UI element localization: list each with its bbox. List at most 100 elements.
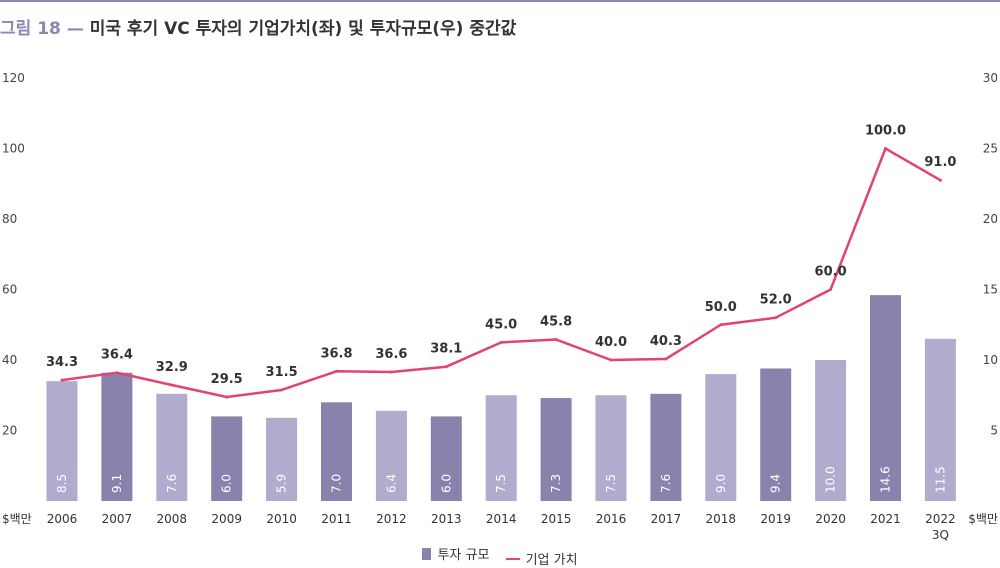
bar-value-label: 7.5: [494, 474, 508, 493]
bar: [815, 360, 847, 501]
bar-value-label: 11.5: [933, 466, 947, 493]
x-axis-tick: 2016: [596, 512, 627, 526]
x-axis-tick: 2006: [47, 512, 78, 526]
line-point: [60, 378, 64, 382]
left-axis-tick: 20: [2, 424, 17, 438]
x-axis-tick: 2012: [376, 512, 407, 526]
bar-value-label: 7.5: [604, 474, 618, 493]
line-point: [225, 395, 229, 399]
line-series-valuation: [61, 147, 942, 399]
line-point: [335, 369, 338, 373]
x-axis-tick: 2007: [102, 512, 133, 526]
line-value-label: 31.5: [266, 365, 298, 380]
line-value-label: 32.9: [156, 360, 188, 375]
line-point: [115, 371, 119, 375]
line-value-label: 100.0: [865, 124, 906, 139]
left-axis-unit: $백만: [2, 512, 32, 526]
x-axis-tick: 2013: [431, 512, 462, 526]
left-axis-tick: 100: [2, 142, 25, 156]
bar: [211, 416, 243, 501]
x-axis-tick: 2022 3Q: [925, 512, 956, 542]
top-rule: [0, 0, 1000, 2]
bar-value-label: 7.6: [165, 474, 179, 493]
x-axis-tick: 2015: [541, 512, 572, 526]
line-value-label: 29.5: [211, 372, 243, 387]
line-point: [774, 316, 778, 320]
bar-value-label: 7.6: [659, 474, 673, 493]
right-axis-tick: 30: [983, 71, 998, 85]
legend-line-label: 기업 가치: [525, 553, 578, 568]
bar-value-label: 9.0: [714, 474, 728, 493]
line-point: [719, 323, 723, 327]
right-axis-tick: 5: [990, 424, 998, 438]
bar-value-label: 6.0: [220, 474, 234, 493]
x-axis-tick: 2014: [486, 512, 517, 526]
left-axis-tick: 60: [2, 283, 17, 297]
right-axis-tick: 25: [983, 142, 998, 156]
bar-value-label: 7.3: [549, 474, 563, 493]
bar: [924, 338, 956, 501]
bar: [266, 417, 298, 501]
bar-value-label: 8.5: [55, 474, 69, 493]
bar: [650, 393, 682, 501]
figure-number: 그림 18: [0, 19, 61, 39]
bar: [595, 395, 627, 501]
title-dash: —: [66, 19, 84, 39]
line-value-label: 36.8: [320, 346, 352, 361]
legend-line-swatch: [505, 557, 520, 560]
line-point: [280, 388, 284, 392]
right-axis-tick: 15: [983, 283, 998, 297]
line-value-label: 45.8: [540, 315, 572, 330]
line-value-label: 50.0: [705, 300, 737, 315]
right-axis-unit: $백만: [968, 512, 998, 526]
line-point: [389, 370, 393, 374]
line-point: [554, 338, 558, 342]
line-value-label: 38.1: [430, 342, 462, 357]
bar-value-label: 14.6: [879, 466, 893, 493]
line-value-label: 36.6: [375, 347, 407, 362]
legend-bar-swatch: [422, 547, 432, 560]
left-axis-tick: 120: [2, 71, 25, 85]
line-value-label: 52.0: [760, 293, 792, 308]
legend-bar-label: 투자 규모: [437, 548, 490, 563]
x-axis-tick: 2019: [760, 512, 791, 526]
chart-title: 그림 18 — 미국 후기 VC 투자의 기업가치(좌) 및 투자규모(우) 중…: [0, 14, 516, 39]
left-axis-tick: 80: [2, 212, 17, 226]
line-point: [609, 358, 613, 362]
bar-value-label: 9.1: [110, 474, 124, 493]
bar: [430, 416, 462, 501]
bar: [321, 402, 352, 501]
line-point: [444, 365, 448, 369]
right-axis-tick: 20: [983, 212, 998, 226]
bar: [760, 368, 792, 501]
right-axis-tick: 10: [983, 353, 998, 367]
line-point: [829, 288, 833, 291]
x-axis-tick: 2018: [706, 512, 737, 526]
x-axis-tick: 2017: [651, 512, 682, 526]
bar-value-label: 7.0: [330, 474, 344, 493]
bar-value-label: 5.9: [275, 474, 289, 493]
line-value-label: 91.0: [924, 155, 956, 170]
bar: [485, 395, 517, 501]
bar: [101, 372, 133, 501]
line-value-label: 40.0: [595, 335, 627, 350]
x-axis-tick: 2010: [266, 512, 297, 526]
title-text: 미국 후기 VC 투자의 기업가치(좌) 및 투자규모(우) 중간값: [89, 19, 517, 39]
bar: [540, 398, 572, 501]
legend-item-line: 기업 가치: [505, 549, 578, 568]
x-axis-tick: 2011: [321, 512, 352, 526]
bar: [156, 393, 188, 501]
legend: 투자 규모 기업 가치: [0, 544, 1000, 568]
line-value-label: 60.0: [815, 265, 847, 280]
x-axis-tick: 2021: [870, 512, 901, 526]
left-axis-tick: 40: [2, 353, 17, 367]
bar: [375, 410, 407, 501]
bar-value-label: 10.0: [824, 466, 838, 493]
x-axis-tick: 2009: [211, 512, 242, 526]
line-value-label: 34.3: [46, 355, 78, 370]
line-value-label: 36.4: [101, 348, 133, 363]
line-point: [884, 147, 887, 150]
line-value-label: 40.3: [650, 334, 682, 349]
bar-value-label: 6.0: [439, 474, 453, 493]
